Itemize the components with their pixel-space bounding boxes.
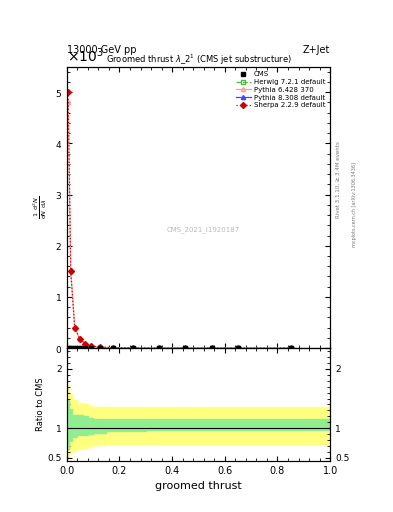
Text: 13000 GeV pp: 13000 GeV pp (67, 45, 136, 55)
Herwig 7.2.1 default (83, 345, 88, 351)
CMS (130, 345, 135, 351)
Pythia 8.308 default (66, 345, 70, 351)
Pythia 6.428 370 (110, 345, 115, 351)
Sherpa 2.2.9 default (78, 336, 83, 342)
Title: Groomed thrust $\lambda\_2^1$ (CMS jet substructure): Groomed thrust $\lambda\_2^1$ (CMS jet s… (106, 52, 291, 67)
Line: Pythia 6.428 370: Pythia 6.428 370 (66, 100, 293, 350)
Y-axis label: $\frac{1}{\mathrm{d}N}\frac{\mathrm{d}^2N}{\mathrm{d}\lambda}$: $\frac{1}{\mathrm{d}N}\frac{\mathrm{d}^2… (31, 196, 49, 219)
Pythia 8.308 default (130, 345, 135, 351)
Sherpa 2.2.9 default (83, 341, 88, 347)
Sherpa 2.2.9 default (110, 345, 115, 351)
Pythia 8.308 default (288, 345, 293, 351)
Pythia 6.428 370 (236, 345, 241, 351)
CMS (78, 345, 83, 351)
Text: CMS_2021_I1920187: CMS_2021_I1920187 (167, 226, 241, 233)
CMS (72, 345, 77, 351)
X-axis label: groomed thrust: groomed thrust (155, 481, 242, 491)
CMS (97, 345, 102, 351)
CMS (236, 345, 241, 351)
Pythia 6.428 370 (156, 345, 162, 351)
Herwig 7.2.1 default (78, 345, 83, 351)
Sherpa 2.2.9 default (183, 345, 188, 351)
Text: Rivet 3.1.10, ≥ 3.4M events: Rivet 3.1.10, ≥ 3.4M events (336, 141, 341, 218)
Sherpa 2.2.9 default (236, 345, 241, 351)
Sherpa 2.2.9 default (68, 268, 73, 274)
Pythia 8.308 default (78, 345, 83, 351)
Pythia 6.428 370 (130, 345, 135, 351)
Sherpa 2.2.9 default (66, 89, 70, 95)
Herwig 7.2.1 default (288, 345, 293, 351)
Pythia 8.308 default (236, 345, 241, 351)
Pythia 6.428 370 (68, 268, 73, 274)
Pythia 6.428 370 (88, 343, 93, 349)
Pythia 8.308 default (97, 345, 102, 351)
CMS (68, 345, 73, 351)
Pythia 6.428 370 (209, 345, 214, 351)
Sherpa 2.2.9 default (130, 345, 135, 351)
Herwig 7.2.1 default (88, 345, 93, 351)
Sherpa 2.2.9 default (72, 325, 77, 331)
Herwig 7.2.1 default (97, 345, 102, 351)
Pythia 6.428 370 (72, 325, 77, 331)
Sherpa 2.2.9 default (97, 344, 102, 350)
Pythia 6.428 370 (83, 341, 88, 347)
Herwig 7.2.1 default (209, 345, 214, 351)
Sherpa 2.2.9 default (288, 345, 293, 351)
Pythia 8.308 default (156, 345, 162, 351)
CMS (209, 345, 214, 351)
Text: Z+Jet: Z+Jet (303, 45, 330, 55)
Sherpa 2.2.9 default (88, 343, 93, 349)
Herwig 7.2.1 default (68, 345, 73, 351)
CMS (183, 345, 188, 351)
Herwig 7.2.1 default (66, 345, 70, 351)
Pythia 8.308 default (83, 345, 88, 351)
Pythia 8.308 default (183, 345, 188, 351)
Y-axis label: Ratio to CMS: Ratio to CMS (36, 378, 45, 431)
Pythia 6.428 370 (183, 345, 188, 351)
Pythia 8.308 default (110, 345, 115, 351)
Pythia 6.428 370 (78, 336, 83, 343)
CMS (156, 345, 162, 351)
CMS (66, 345, 70, 351)
Line: Sherpa 2.2.9 default: Sherpa 2.2.9 default (66, 90, 293, 350)
Herwig 7.2.1 default (156, 345, 162, 351)
Sherpa 2.2.9 default (209, 345, 214, 351)
Herwig 7.2.1 default (130, 345, 135, 351)
Herwig 7.2.1 default (110, 345, 115, 351)
Herwig 7.2.1 default (72, 345, 77, 351)
CMS (288, 345, 293, 351)
Pythia 8.308 default (68, 345, 73, 351)
Herwig 7.2.1 default (236, 345, 241, 351)
Pythia 6.428 370 (97, 344, 102, 350)
Pythia 6.428 370 (288, 345, 293, 351)
Sherpa 2.2.9 default (156, 345, 162, 351)
Pythia 8.308 default (88, 345, 93, 351)
Text: mcplots.cern.ch [arXiv:1306.3436]: mcplots.cern.ch [arXiv:1306.3436] (352, 162, 357, 247)
CMS (83, 345, 88, 351)
Herwig 7.2.1 default (183, 345, 188, 351)
CMS (110, 345, 115, 351)
Line: Pythia 8.308 default: Pythia 8.308 default (66, 346, 293, 350)
Pythia 8.308 default (209, 345, 214, 351)
Legend: CMS, Herwig 7.2.1 default, Pythia 6.428 370, Pythia 8.308 default, Sherpa 2.2.9 : CMS, Herwig 7.2.1 default, Pythia 6.428 … (234, 70, 327, 110)
CMS (88, 345, 93, 351)
Line: CMS: CMS (66, 346, 293, 351)
Line: Herwig 7.2.1 default: Herwig 7.2.1 default (66, 346, 293, 350)
Pythia 8.308 default (72, 345, 77, 351)
Pythia 6.428 370 (66, 99, 70, 105)
